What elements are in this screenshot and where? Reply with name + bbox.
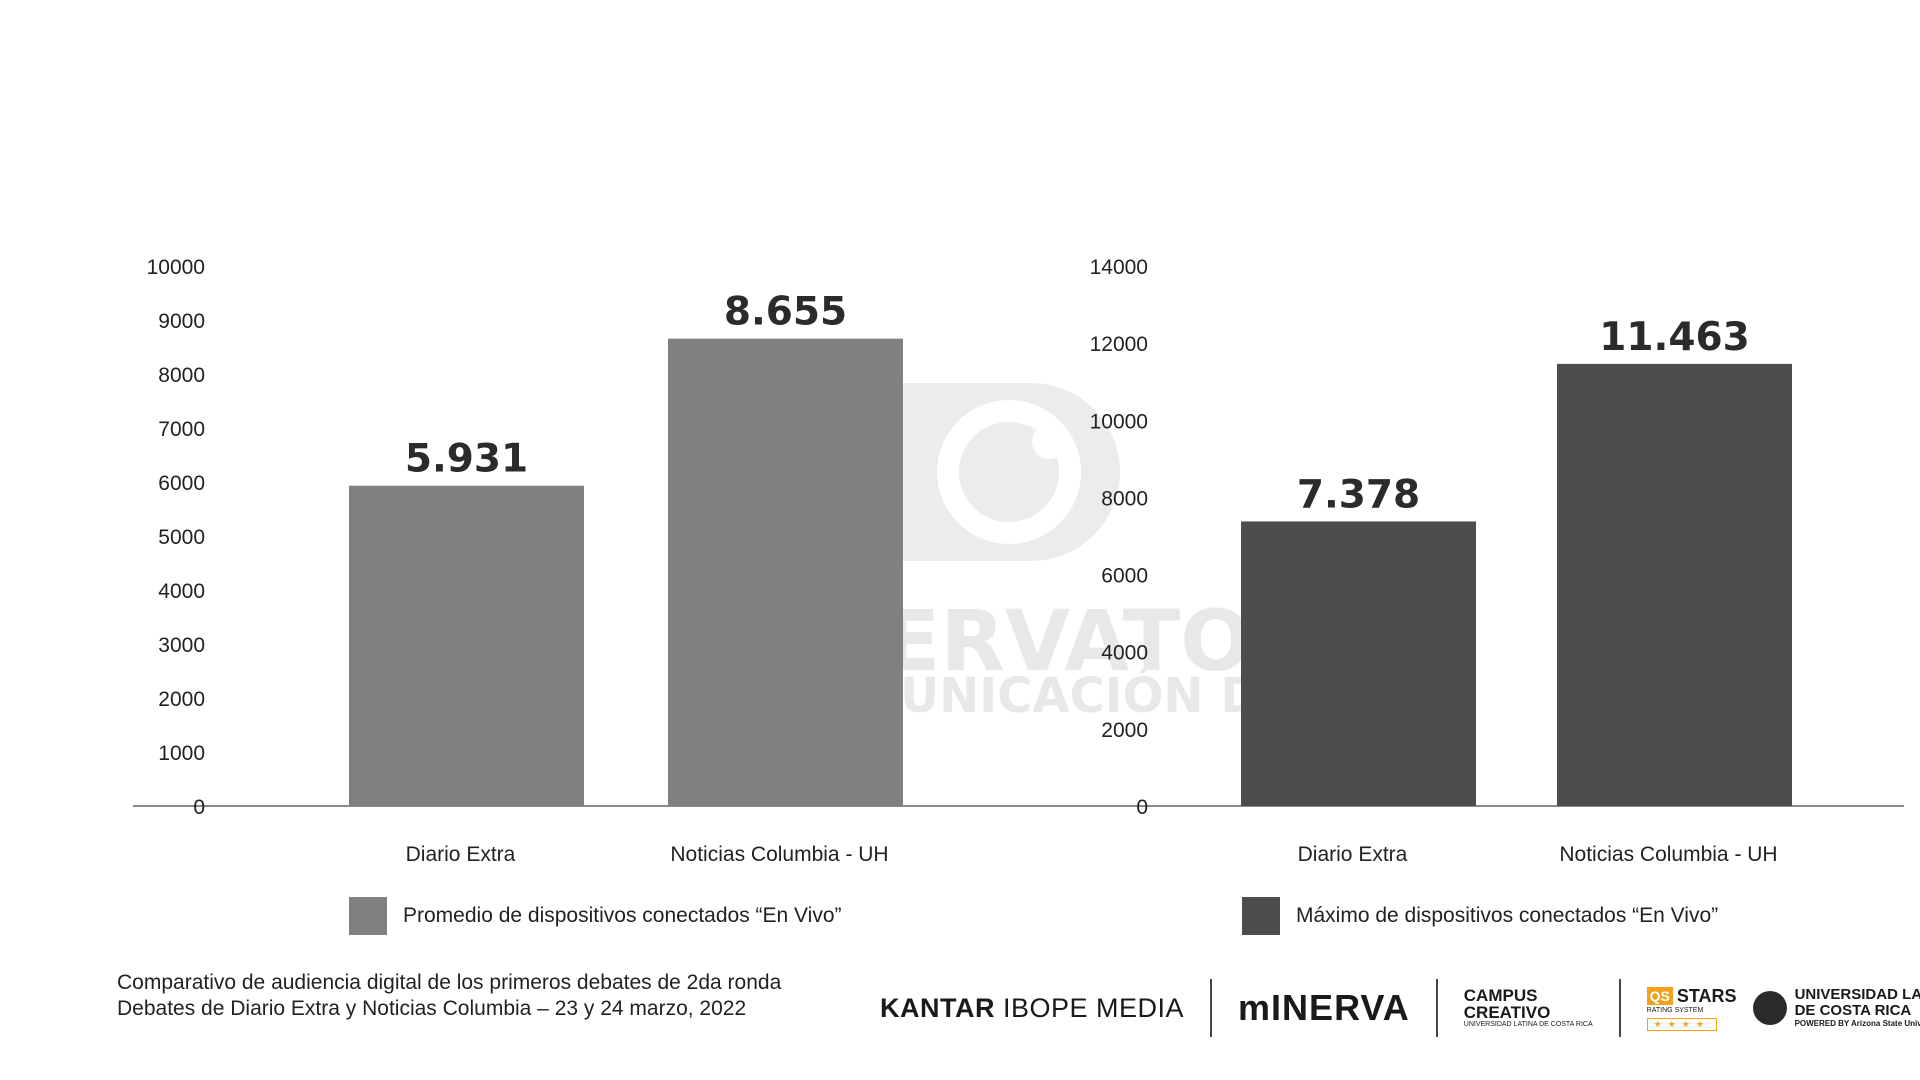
legend-label-max: Máximo de dispositivos conectados “En Vi… [1296, 904, 1719, 927]
kantar-logo-light: IBOPE MEDIA [1003, 992, 1185, 1023]
sponsor-logos: KANTAR IBOPE MEDIA mINERVA CAMPUS CREATI… [880, 978, 1920, 1038]
legend-average: Promedio de dispositivos conectados “En … [349, 897, 842, 935]
minerva-logo: mINERVA [1238, 987, 1410, 1028]
bar-noticias-columbia [1557, 363, 1792, 806]
globe-icon [1752, 991, 1787, 1025]
bar-noticias-columbia [668, 338, 903, 806]
chart-max-devices: 0 2000 4000 6000 8000 10000 12000 14000 7.378 Dia… [1090, 256, 1792, 866]
y-tick-label: 4000 [1101, 642, 1148, 665]
y-tick-label: 2000 [158, 688, 205, 711]
qs-rating-stars: ★★★★ [1646, 1017, 1717, 1031]
data-label-diario-extra: 5.931 [405, 437, 528, 482]
kantar-logo-bold: KANTAR [880, 992, 995, 1023]
y-tick-label: 7000 [158, 418, 205, 441]
logo-divider [1210, 979, 1213, 1037]
campus-logo-sub: UNIVERSIDAD LATINA DE COSTA RICA [1463, 1021, 1593, 1028]
y-tick-label: 4000 [158, 580, 205, 603]
ulatina-sub: POWERED BY Arizona State University [1794, 1019, 1920, 1028]
category-label-diario-extra: Diario Extra [1298, 843, 1408, 866]
bar-diario-extra [349, 485, 584, 806]
y-tick-label: 12000 [1090, 333, 1148, 356]
y-tick-label: 10000 [147, 256, 205, 279]
category-label-noticias-columbia: Noticias Columbia - UH [670, 843, 888, 866]
legend-label-average: Promedio de dispositivos conectados “En … [403, 904, 842, 927]
legend-swatch-max [1242, 897, 1280, 935]
kantar-ibope-logo: KANTAR IBOPE MEDIA [880, 993, 1184, 1024]
category-label-noticias-columbia: Noticias Columbia - UH [1559, 843, 1777, 866]
ulatina-logo: UNIVERSIDAD LATINA DE COSTA RICA POWERED… [1752, 986, 1920, 1029]
category-label-diario-extra: Diario Extra [406, 843, 516, 866]
qs-stars-text: STARS [1676, 985, 1737, 1006]
campus-creativo-logo: CAMPUS CREATIVO UNIVERSIDAD LATINA DE CO… [1464, 987, 1593, 1029]
y-tick-label: 0 [1136, 796, 1148, 819]
y-tick-label: 0 [193, 796, 205, 819]
y-tick-label: 8000 [1101, 487, 1148, 510]
y-tick-label: 2000 [1101, 719, 1148, 742]
y-tick-label: 9000 [158, 310, 205, 333]
campus-logo-line-2: CREATIVO [1463, 1003, 1551, 1022]
logo-divider [1618, 979, 1621, 1037]
footnote: Comparativo de audiencia digital de los … [117, 970, 781, 1022]
y-tick-label: 8000 [158, 364, 205, 387]
ulatina-line-2: DE COSTA RICA [1794, 1002, 1912, 1019]
legend-swatch-average [349, 897, 387, 935]
logo-divider [1435, 979, 1438, 1037]
y-tick-label: 6000 [158, 472, 205, 495]
qs-rating-system: RATING SYSTEM [1646, 1006, 1704, 1014]
bar-diario-extra [1241, 521, 1476, 806]
qs-stars-logo: QS STARS RATING SYSTEM ★★★★ [1646, 985, 1737, 1031]
legend-max: Máximo de dispositivos conectados “En Vi… [1242, 897, 1718, 935]
data-label-noticias-columbia: 8.655 [724, 290, 847, 335]
y-tick-label: 5000 [158, 526, 205, 549]
footnote-line-2: Debates de Diario Extra y Noticias Colum… [117, 997, 747, 1020]
chart-average-devices: 0 1000 2000 3000 4000 5000 6000 7000 8000 9000 100… [147, 256, 903, 866]
qs-badge: QS [1646, 987, 1673, 1005]
footnote-line-1: Comparativo de audiencia digital de los … [117, 971, 782, 994]
y-tick-label: 6000 [1101, 565, 1148, 588]
campus-logo-line-1: CAMPUS [1463, 986, 1538, 1005]
data-label-noticias-columbia: 11.463 [1599, 315, 1750, 360]
y-tick-label: 10000 [1090, 410, 1148, 433]
y-tick-label: 3000 [158, 634, 205, 657]
ulatina-line-1: UNIVERSIDAD LATINA [1794, 986, 1920, 1003]
y-tick-label: 14000 [1090, 256, 1148, 279]
y-tick-label: 1000 [158, 742, 205, 765]
data-label-diario-extra: 7.378 [1297, 472, 1420, 517]
